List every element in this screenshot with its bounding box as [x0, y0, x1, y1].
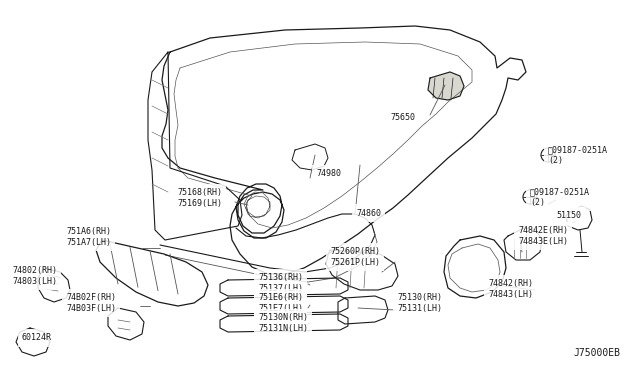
Text: J75000EB: J75000EB: [573, 348, 620, 358]
Polygon shape: [292, 144, 328, 170]
Text: 51150: 51150: [556, 212, 581, 221]
Polygon shape: [338, 296, 388, 324]
Text: 75168(RH)
75169(LH): 75168(RH) 75169(LH): [177, 188, 222, 208]
Polygon shape: [444, 236, 506, 298]
Polygon shape: [96, 240, 208, 306]
Polygon shape: [504, 228, 542, 260]
Text: 74802(RH)
74803(LH): 74802(RH) 74803(LH): [12, 266, 57, 286]
Text: 75130N(RH)
75131N(LH): 75130N(RH) 75131N(LH): [258, 313, 308, 333]
Text: 75650: 75650: [390, 113, 415, 122]
Text: 74842E(RH)
74843E(LH): 74842E(RH) 74843E(LH): [518, 226, 568, 246]
Text: 74842(RH)
74843(LH): 74842(RH) 74843(LH): [488, 279, 533, 299]
Text: 60124R: 60124R: [22, 334, 52, 343]
Text: 74860: 74860: [356, 208, 381, 218]
Text: Ⓒ09187-0251A
(2): Ⓒ09187-0251A (2): [548, 145, 608, 165]
Polygon shape: [108, 308, 144, 340]
Polygon shape: [566, 206, 592, 230]
Text: 75136(RH)
75137(LH): 75136(RH) 75137(LH): [258, 273, 303, 293]
Polygon shape: [220, 296, 348, 314]
Text: 751A6(RH)
751A7(LH): 751A6(RH) 751A7(LH): [66, 227, 111, 247]
Polygon shape: [220, 314, 348, 332]
Text: 75130(RH)
75131(LH): 75130(RH) 75131(LH): [397, 293, 442, 313]
Text: 75260P(RH)
75261P(LH): 75260P(RH) 75261P(LH): [330, 247, 380, 267]
Text: 74980: 74980: [316, 170, 341, 179]
Polygon shape: [326, 250, 398, 290]
Polygon shape: [220, 278, 348, 296]
Polygon shape: [162, 26, 526, 274]
Text: Ⓒ09187-0251A
(2): Ⓒ09187-0251A (2): [530, 187, 590, 207]
Polygon shape: [148, 52, 242, 240]
Text: 751E6(RH)
751E7(LH): 751E6(RH) 751E7(LH): [258, 293, 303, 313]
Text: 74B02F(RH)
74B03F(LH): 74B02F(RH) 74B03F(LH): [66, 293, 116, 313]
Polygon shape: [38, 268, 70, 302]
Polygon shape: [428, 72, 464, 100]
Polygon shape: [16, 328, 50, 356]
